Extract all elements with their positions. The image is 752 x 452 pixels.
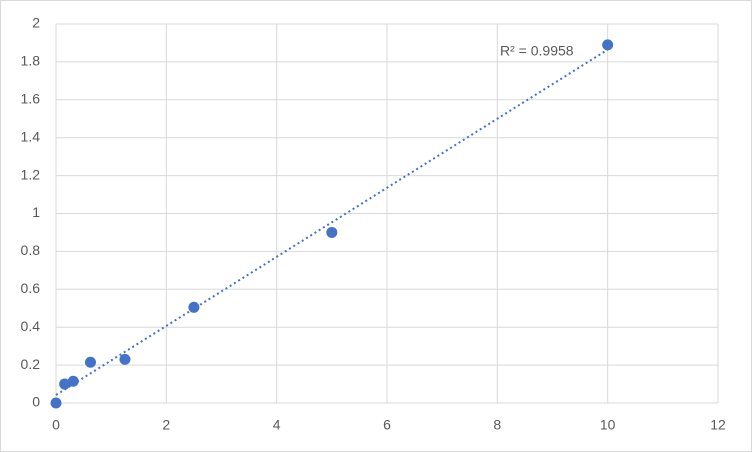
- plot: [50, 39, 614, 409]
- x-tick-label: 0: [52, 417, 60, 433]
- y-tick-label: 1.8: [21, 53, 41, 69]
- trendline: [55, 48, 609, 396]
- y-tick-label: 0.8: [21, 242, 41, 258]
- data-point: [188, 301, 200, 313]
- data-point: [59, 378, 71, 390]
- y-tick-label: 2: [32, 15, 40, 31]
- data-point: [84, 356, 96, 368]
- data-point: [602, 39, 614, 51]
- y-tick-label: 0.2: [21, 356, 41, 372]
- y-tick-label: 0.4: [21, 318, 41, 334]
- y-tick-label: 1.6: [21, 91, 41, 107]
- y-tick-label: 0.6: [21, 280, 41, 296]
- data-point: [50, 397, 62, 409]
- y-tick-label: 1.4: [21, 128, 41, 144]
- data-point: [326, 226, 338, 238]
- x-tick-label: 10: [600, 417, 616, 433]
- data-point: [119, 353, 131, 365]
- r-squared-label: R² = 0.9958: [500, 43, 574, 59]
- y-tick-label: 0: [32, 394, 40, 410]
- y-tick-label: 1: [32, 204, 40, 220]
- data-point: [67, 375, 79, 387]
- x-tick-label: 12: [710, 417, 726, 433]
- y-tick-label: 1.2: [21, 166, 41, 182]
- x-tick-label: 8: [493, 417, 501, 433]
- x-tick-label: 4: [273, 417, 281, 433]
- grid: 0 0.2 0.4 0.6 0.8 1 1.2 1.4 1.6 1.8 2 0 2 4 6 8 10 12: [21, 15, 726, 433]
- x-tick-label: 6: [383, 417, 391, 433]
- x-tick-label: 2: [162, 417, 170, 433]
